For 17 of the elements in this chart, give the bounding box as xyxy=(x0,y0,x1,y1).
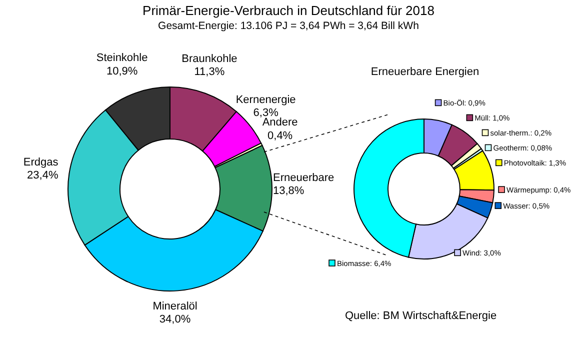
data-label: 34,0% xyxy=(159,314,191,326)
slice-label: Erdgas xyxy=(23,156,59,168)
data-label: 13,8% xyxy=(272,185,304,198)
slice-label: Steinkohle xyxy=(96,52,148,64)
source-note: Quelle: BM Wirtschaft&Energie xyxy=(345,310,497,322)
data-label: 10,9% xyxy=(106,65,138,78)
slice-label: Mineralöl xyxy=(152,300,198,312)
slice-label: Kernenergie xyxy=(236,94,296,106)
slice-label: Braunkohle xyxy=(182,52,238,65)
slice-label: Andere xyxy=(262,116,298,129)
data-label: 0,4% xyxy=(268,130,293,142)
data-label: 23,4% xyxy=(27,170,58,182)
data-label: 11,3% xyxy=(194,66,225,78)
chart-subtitle: Gesamt-Energie: 13.106 PJ = 3,64 PWh = 3,64 Bill kWh xyxy=(157,20,420,32)
chart-title: Erneuerbare Energien xyxy=(370,66,480,78)
chart-title: Primär-Energie-Verbrauch in Deutschland für 2018 xyxy=(142,3,436,18)
slice-label: Erneuerbare xyxy=(272,172,334,184)
